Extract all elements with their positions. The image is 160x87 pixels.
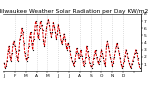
Title: Milwaukee Weather Solar Radiation per Day KW/m2: Milwaukee Weather Solar Radiation per Da… bbox=[0, 9, 148, 14]
